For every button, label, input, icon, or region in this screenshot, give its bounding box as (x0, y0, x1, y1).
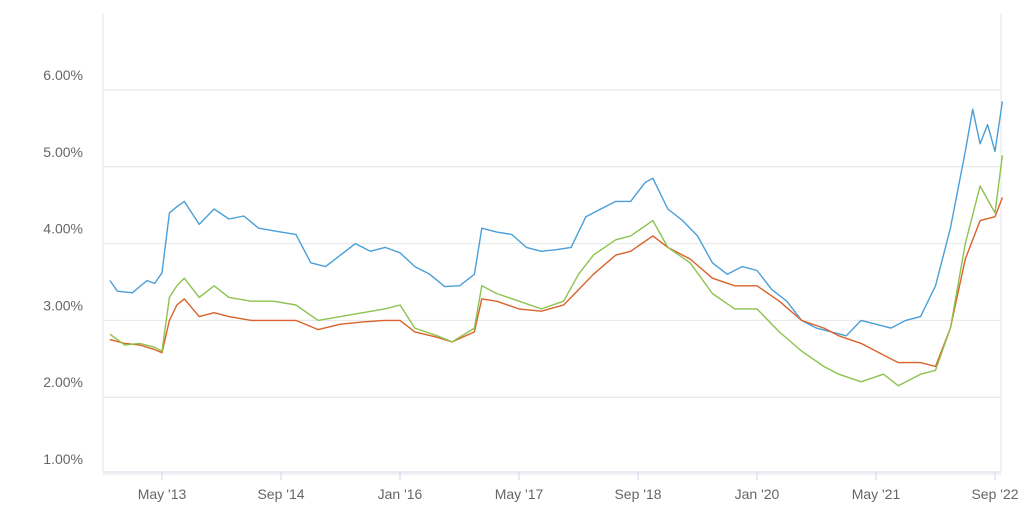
grid (102, 13, 1002, 475)
x-tick-label: Sep '22 (971, 486, 1018, 502)
x-tick-label: May '17 (495, 486, 544, 502)
x-tick-label: May '21 (852, 486, 901, 502)
x-axis: May '13 Sep '14 Jan '16 May '17 Sep '18 Jan '… (103, 471, 1019, 502)
x-tick-label: May '13 (138, 486, 187, 502)
y-tick-label: 3.00% (43, 297, 83, 313)
y-tick-label: 4.00% (43, 221, 83, 237)
series-group (109, 101, 1004, 387)
y-tick-label: 6.00% (43, 67, 83, 83)
y-tick-label: 5.00% (43, 144, 83, 160)
x-tick-label: Jan '20 (735, 486, 780, 502)
y-axis: 1.00% 2.00% 3.00% 4.00% 5.00% 6.00% (43, 67, 83, 467)
series-line-1 (109, 101, 1004, 337)
y-tick-label: 2.00% (43, 374, 83, 390)
x-tick-label: Sep '18 (614, 486, 661, 502)
x-tick-label: Sep '14 (257, 486, 304, 502)
series-line-2 (109, 197, 1004, 368)
y-tick-label: 1.00% (43, 451, 83, 467)
series-line-3 (109, 155, 1004, 387)
x-tick-label: Jan '16 (378, 486, 423, 502)
